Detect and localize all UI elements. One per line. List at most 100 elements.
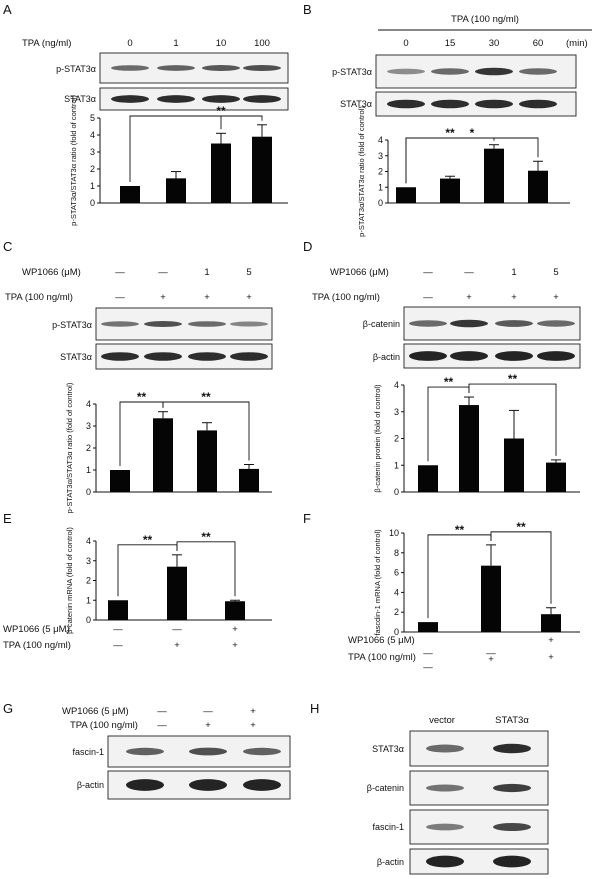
y-tick-label: 1 bbox=[86, 465, 91, 475]
y-tick-label: 1 bbox=[394, 460, 399, 470]
blot-band bbox=[426, 744, 464, 753]
condition-row: TPA (100 ng/ml) — + + bbox=[348, 652, 554, 673]
condition-row: TPA (100 ng/ml) — + + + bbox=[312, 292, 559, 303]
bar bbox=[110, 470, 130, 492]
lane-value: + bbox=[232, 640, 238, 651]
condition-row: WP1066 (5 μM) — — + bbox=[3, 624, 238, 635]
significance-marker: ** bbox=[455, 523, 465, 537]
y-tick-label: 4 bbox=[394, 587, 399, 597]
blot-label: p-STAT3α bbox=[56, 64, 96, 74]
condition-row: TPA (ng/ml) 0 1 10 100 bbox=[22, 38, 270, 49]
bar-chart: 0 1 2 3 4 β-catenin protein (fold of control)… bbox=[373, 372, 580, 497]
condition-row: WP1066 (5 μM) — — + bbox=[62, 706, 256, 717]
lane-value: — bbox=[423, 267, 433, 278]
time-unit: (min) bbox=[566, 38, 588, 49]
blot-band bbox=[387, 68, 425, 75]
panel-g: G WP1066 (5 μM) — — + TPA (100 ng/ml) — … bbox=[3, 701, 291, 800]
significance-bracket bbox=[405, 137, 539, 184]
blot-label: fascin-1 bbox=[372, 822, 404, 832]
condition-row: vector STAT3α bbox=[429, 715, 529, 726]
blot-band bbox=[426, 784, 464, 792]
lane-value: + bbox=[548, 635, 554, 646]
lane-value: + bbox=[466, 292, 472, 303]
lane-value: — bbox=[113, 624, 123, 635]
significance-marker: ** bbox=[137, 390, 147, 404]
blot-label: STAT3α bbox=[340, 99, 372, 109]
condition-label: TPA (ng/ml) bbox=[22, 38, 71, 49]
panel-h: H vector STAT3α STAT3α β-catenin fascin-… bbox=[310, 701, 549, 875]
blot-band bbox=[144, 320, 182, 328]
lane-value: 15 bbox=[445, 38, 456, 49]
blot-band bbox=[189, 747, 227, 756]
blot-band bbox=[493, 783, 531, 793]
lane-value: — bbox=[423, 662, 433, 673]
lane-value: + bbox=[548, 652, 554, 663]
lane-value: + bbox=[160, 292, 166, 303]
blot-band bbox=[243, 95, 281, 103]
bar bbox=[528, 170, 548, 203]
lane-value: vector bbox=[429, 715, 455, 726]
western-blot: β-actin bbox=[377, 848, 549, 875]
y-tick-label: 6 bbox=[394, 568, 399, 578]
y-tick-label: 1 bbox=[86, 595, 91, 605]
bar bbox=[440, 178, 460, 203]
blot-band bbox=[111, 95, 149, 103]
y-axis-label: p-STAT3α/STAT3α ratio (fold of control) bbox=[357, 106, 366, 237]
bar bbox=[120, 186, 140, 203]
bar bbox=[166, 178, 186, 203]
bar bbox=[541, 614, 561, 632]
y-tick-label: 3 bbox=[378, 151, 383, 161]
y-tick-label: 3 bbox=[86, 556, 91, 566]
blot-label: STAT3α bbox=[64, 94, 96, 104]
lane-value: — bbox=[203, 706, 213, 717]
bar-chart: 0 1 2 3 4 p-STAT3α/STAT3α ratio (fold of cont… bbox=[357, 106, 570, 237]
lane-value: + bbox=[232, 624, 238, 635]
significance-bracket bbox=[129, 115, 263, 182]
blot-band bbox=[111, 65, 149, 71]
condition-row: TPA (100 ng/ml) — + + bbox=[70, 720, 256, 731]
y-tick-label: 10 bbox=[389, 528, 399, 538]
blot-band bbox=[243, 779, 281, 791]
western-blot: p-STAT3α bbox=[56, 52, 289, 84]
panel-d: D WP1066 (μM) — — 1 5 TPA (100 ng/ml) — … bbox=[303, 239, 581, 497]
condition-label: WP1066 (5 μM) bbox=[3, 624, 70, 635]
lane-value: — bbox=[423, 292, 433, 303]
significance-marker: ** bbox=[444, 375, 454, 389]
lane-value: 1 bbox=[511, 267, 516, 278]
bar-chart: 0 1 2 3 4 p-STAT3α/STAT3α ratio (fold of cont… bbox=[65, 382, 272, 513]
bar-chart: 0 2 4 6 8 10 fascdin-1 mRNA (fold of control) *… bbox=[373, 520, 580, 637]
lane-value: 10 bbox=[216, 38, 227, 49]
condition-label: WP1066 (5 μM) bbox=[62, 706, 129, 717]
y-tick-label: 4 bbox=[90, 130, 95, 140]
blot-band bbox=[537, 351, 575, 361]
panel-e: E 0 1 2 3 4 β-catenin mRNA (fold of control) *… bbox=[3, 511, 272, 651]
y-tick-label: 4 bbox=[86, 536, 91, 546]
condition-row: WP1066 (μM) — — 1 5 bbox=[22, 267, 252, 278]
lane-value: 5 bbox=[553, 267, 558, 278]
blot-band bbox=[519, 68, 557, 75]
panel-letter: B bbox=[303, 2, 312, 17]
lane-value: — bbox=[464, 267, 474, 278]
blot-label: p-STAT3α bbox=[52, 320, 92, 330]
y-tick-label: 2 bbox=[394, 434, 399, 444]
significance-bracket bbox=[468, 383, 557, 456]
blot-band bbox=[387, 99, 425, 109]
blot-band bbox=[431, 99, 469, 109]
western-blot: β-actin bbox=[373, 343, 581, 369]
blot-band bbox=[101, 352, 139, 361]
western-blot: fascin-1 bbox=[372, 809, 549, 845]
lane-value: — bbox=[486, 648, 496, 659]
western-blot: β-catenin bbox=[363, 306, 581, 341]
blot-band bbox=[495, 351, 533, 361]
panel-letter: D bbox=[303, 239, 312, 254]
panel-letter: F bbox=[303, 511, 311, 526]
condition-row: TPA (100 ng/ml) — + + + bbox=[5, 292, 252, 303]
significance-marker: ** bbox=[201, 530, 211, 544]
blot-label: fascin-1 bbox=[72, 747, 104, 757]
bar-chart: 0 1 2 3 4 β-catenin mRNA (fold of control) ** *… bbox=[65, 527, 272, 634]
panel-letter: A bbox=[3, 2, 12, 17]
lane-value: 30 bbox=[489, 38, 500, 49]
blot-band bbox=[126, 747, 164, 756]
condition-row: WP1066 (μM) — — 1 5 bbox=[330, 267, 559, 278]
